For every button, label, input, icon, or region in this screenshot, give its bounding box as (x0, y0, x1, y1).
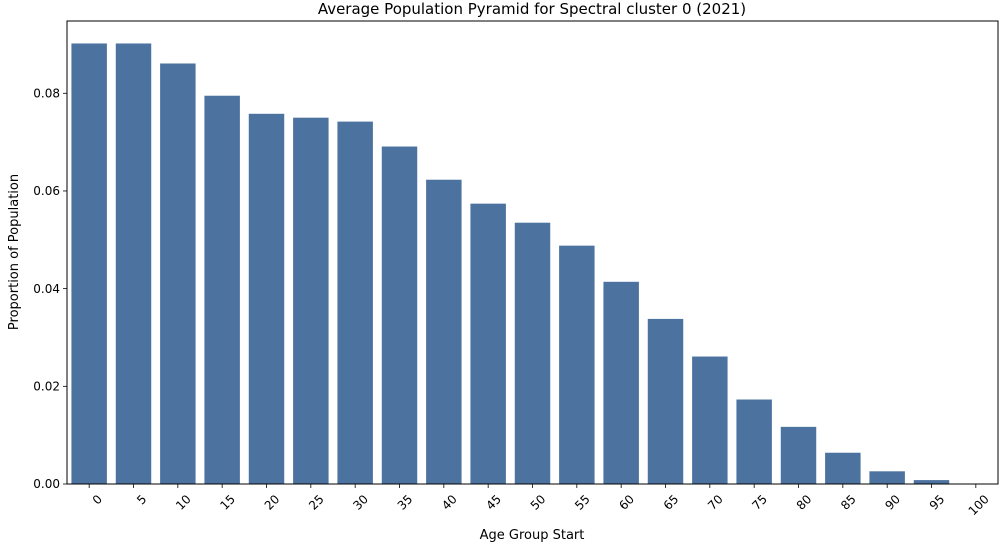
bar-age-50 (515, 223, 550, 484)
bar-age-35 (382, 147, 417, 484)
x-tick-label: 60 (616, 492, 637, 513)
y-tick-label: 0.02 (33, 380, 60, 394)
x-tick-label: 20 (262, 492, 283, 513)
bar-age-30 (337, 122, 372, 484)
bar-age-80 (781, 427, 816, 484)
chart-title: Average Population Pyramid for Spectral … (318, 0, 746, 18)
bar-age-95 (914, 480, 949, 484)
x-tick-label: 95 (927, 492, 948, 513)
x-tick-label: 50 (528, 492, 549, 513)
y-tick-label: 0.04 (33, 282, 60, 296)
bar-age-65 (648, 319, 683, 484)
x-tick-label: 70 (705, 492, 726, 513)
x-tick-label: 0 (90, 492, 105, 507)
bar-age-0 (71, 43, 106, 484)
x-tick-label: 30 (350, 492, 371, 513)
x-tick-label: 100 (966, 492, 992, 518)
x-tick-label: 90 (882, 492, 903, 513)
x-tick-label: 35 (395, 492, 416, 513)
y-tick-label: 0.00 (33, 477, 60, 491)
bars-layer (71, 43, 993, 484)
bar-age-40 (426, 180, 461, 484)
bar-age-90 (869, 471, 904, 484)
bar-age-5 (116, 43, 151, 484)
bar-age-75 (736, 400, 771, 484)
bar-age-10 (160, 63, 195, 484)
x-tick-label: 45 (483, 492, 504, 513)
bar-age-20 (249, 114, 284, 484)
x-tick-label: 75 (749, 492, 770, 513)
y-tick-label: 0.08 (33, 86, 60, 100)
x-tick-label: 25 (306, 492, 327, 513)
x-tick-label: 10 (173, 492, 194, 513)
y-tick-label: 0.06 (33, 184, 60, 198)
x-tick-label: 80 (794, 492, 815, 513)
bar-age-15 (204, 96, 239, 484)
x-tick-label: 15 (217, 492, 238, 513)
x-tick-label: 5 (134, 492, 149, 507)
bar-age-45 (470, 204, 505, 484)
x-tick-label: 40 (439, 492, 460, 513)
x-tick-label: 85 (838, 492, 859, 513)
x-tick-label: 55 (572, 492, 593, 513)
bar-age-85 (825, 453, 860, 484)
y-axis: 0.00 0.02 0.04 0.06 0.08 (33, 86, 67, 491)
x-axis-label: Age Group Start (480, 528, 585, 543)
bar-age-25 (293, 118, 328, 484)
bar-age-55 (559, 246, 594, 484)
x-axis: 0 5 10 15 20 25 30 35 40 45 50 55 60 65 70 75 80 85 90 95 10… (89, 484, 992, 518)
x-tick-label: 65 (661, 492, 682, 513)
y-axis-label: Proportion of Population (7, 174, 22, 330)
bar-age-60 (603, 282, 638, 484)
bar-age-70 (692, 357, 727, 484)
